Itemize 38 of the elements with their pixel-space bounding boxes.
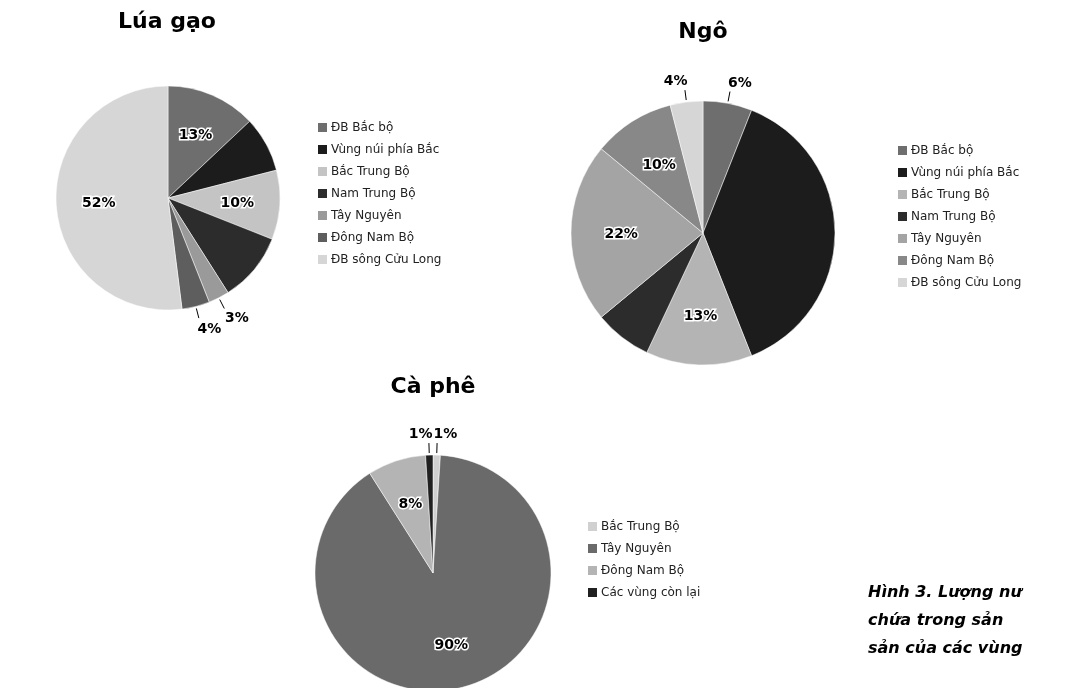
- chart-title: Cà phê: [389, 373, 477, 400]
- legend-label: Bắc Trung Bộ: [911, 186, 990, 201]
- legend-label: Đông Nam Bộ: [601, 562, 685, 577]
- legend-label: Đông Nam Bộ: [911, 252, 995, 267]
- legend-label: Tây Nguyên: [331, 208, 402, 222]
- legend-label: ĐB sông Cửu Long: [331, 252, 442, 266]
- data-label: 1%: [433, 425, 458, 442]
- legend-label: ĐB Bắc bộ: [911, 142, 974, 157]
- data-label: 6%: [727, 73, 752, 90]
- legend-label: ĐB sông Cửu Long: [911, 274, 1022, 289]
- legend-label: ĐB Bắc bộ: [331, 120, 394, 134]
- data-label: 13%: [683, 306, 718, 323]
- legend-label: Các vùng còn lại: [601, 584, 701, 599]
- text: sản của các vùng: [868, 637, 1023, 659]
- chart-title: Lúa gạo: [117, 8, 217, 35]
- legend-label: Tây Nguyên: [911, 230, 982, 245]
- legend-label: Nam Trung Bộ: [331, 186, 416, 200]
- data-label: 4%: [197, 319, 222, 336]
- data-label: 90%: [434, 635, 468, 652]
- data-label: 10%: [220, 194, 255, 211]
- legend-label: Bắc Trung Bộ: [601, 518, 680, 533]
- text: chứa trong sản: [868, 609, 1005, 631]
- data-label: 1%: [408, 425, 433, 442]
- legend-label: Tây Nguyên: [601, 540, 672, 555]
- data-label: 8%: [398, 495, 423, 512]
- data-label: 22%: [604, 225, 638, 241]
- data-label: 10%: [642, 155, 676, 172]
- legend-label: Vùng núi phía Bắc: [331, 142, 440, 156]
- legend-label: Nam Trung Bộ: [911, 208, 996, 223]
- text: Hình 3. Lượng nư: [868, 581, 1023, 603]
- data-label: 4%: [663, 72, 688, 89]
- legend-label: Vùng núi phía Bắc: [911, 164, 1020, 179]
- chart-title: Ngô: [677, 18, 729, 45]
- data-label: 52%: [81, 194, 116, 211]
- legend-label: Đông Nam Bộ: [331, 230, 415, 244]
- data-label: 13%: [178, 126, 213, 143]
- data-label: 3%: [224, 309, 249, 326]
- legend-label: Bắc Trung Bộ: [331, 164, 410, 178]
